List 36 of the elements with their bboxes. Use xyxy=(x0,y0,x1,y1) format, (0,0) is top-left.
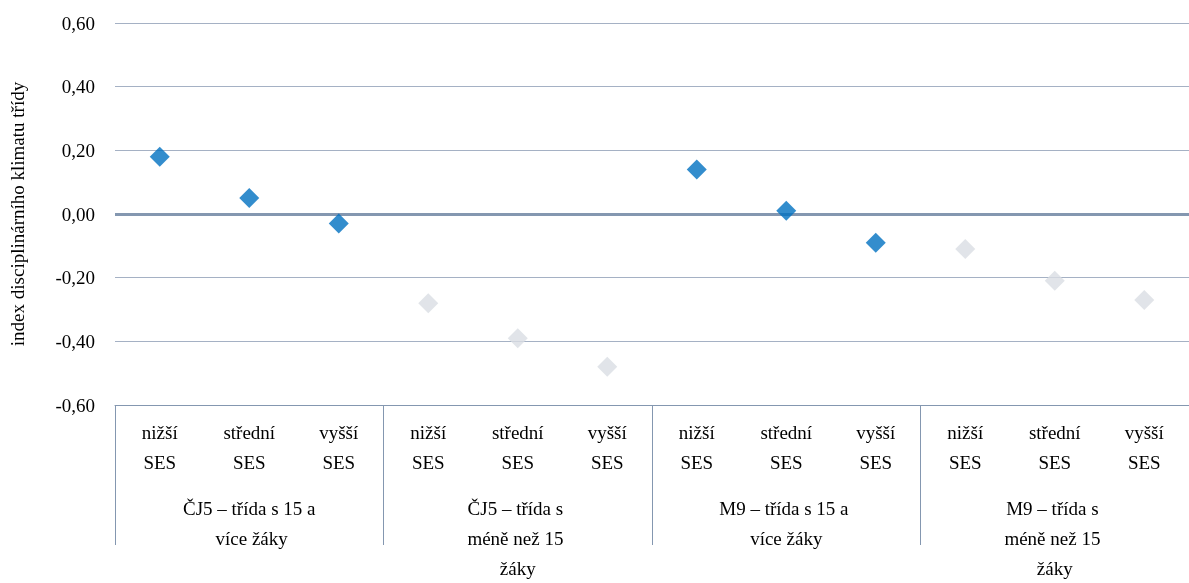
text: ČJ5 – třída s méně než 15 žáky xyxy=(467,497,569,579)
y-axis-title: index disciplinárního klimatu třídy xyxy=(7,81,28,347)
text: M9 – třída s méně než 15 žáky xyxy=(1004,497,1106,579)
point xyxy=(239,188,260,209)
text: M9 – třída s 15 a více žáky xyxy=(719,497,854,549)
x-tick-label: nižší SES xyxy=(947,421,984,473)
x-tick-label: střední SES xyxy=(223,421,276,473)
point xyxy=(418,293,439,314)
y-tick-label: 0,60 xyxy=(61,12,95,34)
point xyxy=(776,200,797,221)
x-tick-label: střední SES xyxy=(760,421,813,473)
x-tick-label: nižší SES xyxy=(410,421,447,473)
x-tick-label: střední SES xyxy=(1028,421,1082,473)
x-tick-label: střední SES xyxy=(491,421,545,473)
y-tick-label: 0,40 xyxy=(61,76,95,98)
point xyxy=(1044,270,1065,291)
point xyxy=(328,213,349,234)
x-tick-label: nižší SES xyxy=(678,421,716,473)
point xyxy=(597,356,618,377)
x-tick-label: nižší SES xyxy=(141,421,179,473)
point xyxy=(149,146,170,167)
point xyxy=(865,232,886,253)
x-tick-label: vyšší SES xyxy=(319,421,359,473)
text: ČJ5 – třída s 15 a více žáky xyxy=(183,497,317,549)
point xyxy=(507,328,528,349)
y-tick-label: 0,00 xyxy=(61,203,95,225)
x-tick-label: vyšší SES xyxy=(856,421,896,473)
point xyxy=(686,159,707,180)
point xyxy=(1134,289,1155,310)
y-tick-label: 0,20 xyxy=(61,139,95,161)
y-tick-label: -0,40 xyxy=(55,330,95,352)
y-tick-label: -0,20 xyxy=(55,267,95,289)
point xyxy=(955,239,976,260)
x-tick-label: vyšší SES xyxy=(1124,421,1165,473)
x-tick-label: vyšší SES xyxy=(587,421,628,473)
y-tick-label: -0,60 xyxy=(55,394,95,416)
